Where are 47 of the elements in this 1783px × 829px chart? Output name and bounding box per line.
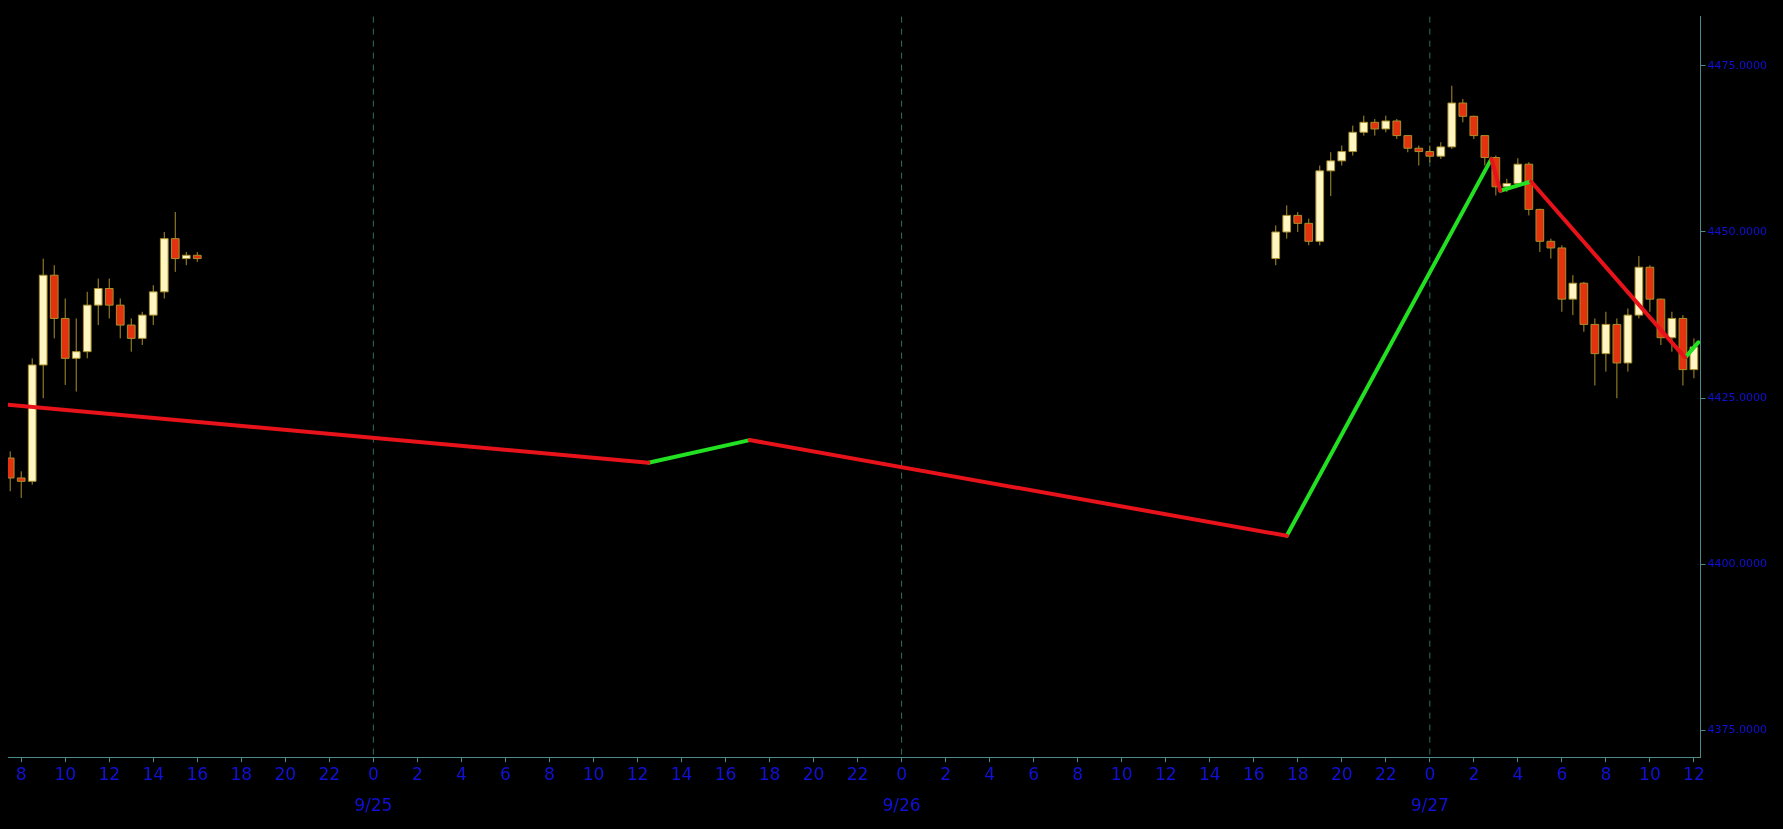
x-tick-label: 14 bbox=[1198, 763, 1221, 784]
x-tick-label: 0 bbox=[1424, 763, 1436, 784]
x-tick-label: 8 bbox=[1072, 763, 1084, 784]
x-tick-label: 6 bbox=[1556, 763, 1568, 784]
x-tick-label: 2 bbox=[940, 763, 952, 784]
x-tick-label: 8 bbox=[1600, 763, 1612, 784]
x-tick-label: 0 bbox=[896, 763, 907, 784]
x-tick-label: 4 bbox=[1512, 763, 1524, 784]
x-tick-label: 4 bbox=[455, 763, 467, 784]
x-tick-label: 20 bbox=[274, 763, 297, 784]
y-tick-label: 4450.0000 bbox=[1707, 224, 1768, 238]
x-tick-label: 20 bbox=[802, 763, 825, 784]
y-tick-label: 4475.0000 bbox=[1707, 58, 1768, 72]
x-tick-label: 18 bbox=[1286, 763, 1309, 784]
x-tick-label: 12 bbox=[1683, 763, 1705, 784]
x-tick-label: 8 bbox=[15, 763, 27, 784]
x-tick-label: 6 bbox=[500, 763, 511, 784]
x2-tick-label: 9/27 bbox=[1410, 795, 1449, 816]
y-tick-label: 4375.0000 bbox=[1707, 723, 1768, 737]
x-tick-label: 14 bbox=[670, 763, 693, 784]
x-tick-label: 14 bbox=[142, 763, 165, 784]
x-tick-label: 22 bbox=[318, 763, 341, 784]
x-tick-label: 12 bbox=[1154, 763, 1177, 784]
x-tick-label: 16 bbox=[186, 763, 209, 784]
x2-tick-label: 9/25 bbox=[354, 795, 393, 816]
x2-tick-label: 9/26 bbox=[882, 795, 921, 816]
x-tick-label: 16 bbox=[1242, 763, 1265, 784]
x-tick-label: 12 bbox=[626, 763, 649, 784]
x-tick-label: 20 bbox=[1330, 763, 1353, 784]
x-tick-label: 4 bbox=[984, 763, 996, 784]
x-tick-label: 12 bbox=[98, 763, 121, 784]
y-tick-label: 4400.0000 bbox=[1707, 557, 1768, 571]
y-tick-label: 4425.0000 bbox=[1707, 391, 1768, 405]
x-tick-label: 2 bbox=[411, 763, 423, 784]
x-tick-label: 0 bbox=[367, 763, 379, 784]
x-tick-label: 2 bbox=[1468, 763, 1480, 784]
x-tick-label: 10 bbox=[1110, 763, 1133, 784]
x-tick-label: 18 bbox=[230, 763, 253, 784]
x-tick-label: 10 bbox=[1639, 763, 1661, 784]
x-tick-label: 6 bbox=[1028, 763, 1040, 784]
x-tick-label: 22 bbox=[846, 763, 869, 784]
x-tick-label: 10 bbox=[582, 763, 605, 784]
x-tick-label: 10 bbox=[54, 763, 77, 784]
x-tick-label: 8 bbox=[544, 763, 555, 784]
x-tick-label: 16 bbox=[714, 763, 737, 784]
x-tick-label: 22 bbox=[1374, 763, 1397, 784]
x-tick-label: 18 bbox=[758, 763, 781, 784]
